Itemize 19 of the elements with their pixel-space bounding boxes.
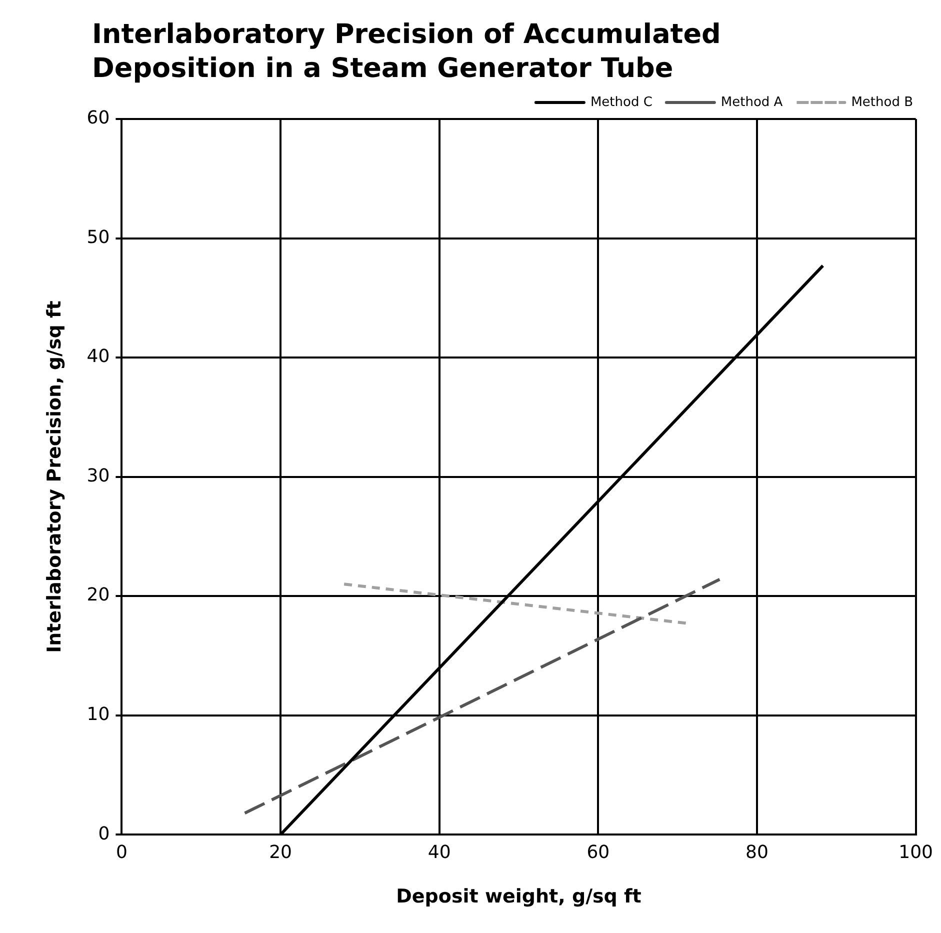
x-tick-label: 80 bbox=[746, 842, 768, 864]
y-tick-label: 20 bbox=[86, 584, 110, 606]
y-tick-label: 30 bbox=[86, 465, 110, 486]
y-tick-label: 10 bbox=[86, 704, 110, 726]
chart-title: Interlaboratory Precision of Accumulated Deposition in a Steam Generator Tube bbox=[92, 18, 721, 86]
y-axis-title: Interlaboratory Precision, g/sq ft bbox=[43, 300, 66, 653]
legend-label: Method B bbox=[851, 94, 914, 110]
x-tick-label: 60 bbox=[586, 842, 610, 864]
y-tick-label: 40 bbox=[86, 346, 110, 368]
legend-label: Method C bbox=[590, 94, 652, 110]
x-tick-label: 100 bbox=[898, 842, 933, 864]
y-tick-label: 60 bbox=[86, 108, 110, 129]
legend-label: Method A bbox=[720, 94, 783, 110]
y-tick-label: 50 bbox=[86, 226, 110, 248]
y-tick-label: 0 bbox=[98, 823, 110, 844]
x-tick-label: 40 bbox=[428, 842, 451, 864]
x-tick-label: 0 bbox=[116, 842, 128, 864]
x-tick-label: 20 bbox=[269, 842, 292, 864]
x-axis-title: Deposit weight, g/sq ft bbox=[396, 886, 642, 908]
